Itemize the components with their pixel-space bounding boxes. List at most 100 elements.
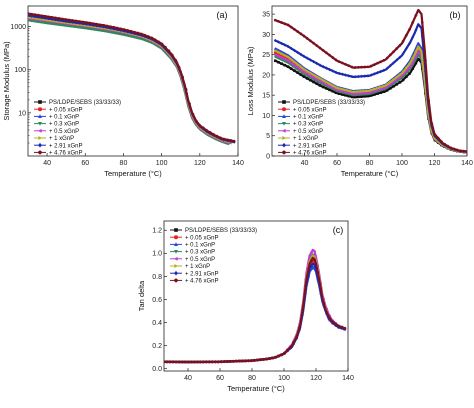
series-point — [153, 38, 157, 42]
series-point — [100, 29, 103, 33]
series-point — [292, 341, 296, 344]
series-point — [264, 357, 268, 361]
series-point — [363, 89, 367, 93]
series-point — [119, 27, 123, 31]
series-point — [325, 87, 328, 90]
chart-panel-b: 40 60 80 100 120 140 0 5 10 15 20 25 30 35 Temperature… — [246, 5, 473, 178]
series-point — [194, 119, 198, 123]
series-point — [324, 66, 328, 70]
series-point — [417, 9, 421, 13]
series-point — [363, 91, 366, 95]
series-point — [417, 50, 421, 54]
series-point — [299, 73, 303, 76]
series-point — [401, 40, 405, 43]
series-point — [353, 66, 357, 69]
series-point — [353, 92, 357, 96]
series-point — [105, 24, 109, 28]
series-point — [222, 360, 226, 363]
series-point — [240, 359, 244, 363]
series-point — [46, 22, 50, 25]
series-point — [174, 58, 178, 62]
legend-marker — [37, 150, 43, 155]
series-point — [363, 95, 367, 98]
series-point — [350, 74, 354, 79]
series-point — [350, 92, 354, 96]
series-point — [280, 41, 284, 46]
series-point — [286, 59, 290, 63]
legend-marker — [38, 136, 43, 140]
legend-entry-label: + 0.3 xGnP — [49, 122, 79, 128]
series-point — [102, 25, 106, 29]
series-point — [205, 129, 209, 132]
series-point — [315, 75, 319, 79]
y-tick-label: 0.2 — [152, 343, 162, 350]
series-point — [90, 27, 93, 31]
legend-entry-label: + 2.91 xGnP — [49, 143, 83, 149]
y-axis-label: Loss Modulus (MPa) — [246, 46, 255, 115]
series-point — [369, 90, 373, 94]
chart-panel-c: 40 60 80 100 120 140 0.0 0.2 0.4 0.6 0.8 1.0 1.2 Temp… — [137, 220, 354, 393]
series-point — [301, 308, 305, 312]
legend-marker — [38, 142, 42, 148]
series-point — [213, 360, 217, 364]
series-point — [404, 75, 408, 79]
series-point — [411, 21, 415, 24]
series-line-7 — [28, 12, 235, 143]
x-tick-label: 140 — [232, 160, 244, 167]
series-point — [302, 70, 306, 74]
plot-frame — [27, 5, 239, 157]
series-point — [385, 66, 389, 71]
series-point — [430, 122, 434, 126]
legend-marker — [38, 114, 42, 119]
series-point — [198, 360, 202, 364]
series-point — [88, 22, 92, 27]
plot-frame — [163, 220, 349, 372]
series-point — [290, 57, 293, 61]
series-point — [312, 76, 315, 79]
series-point — [405, 66, 408, 70]
series-point — [231, 359, 235, 363]
series-point — [433, 133, 437, 136]
series-point — [328, 67, 332, 72]
series-point — [414, 61, 418, 65]
series-point — [163, 45, 167, 49]
series-point — [63, 24, 67, 28]
series-point — [356, 92, 360, 96]
series-point — [347, 91, 350, 95]
series-point — [106, 30, 110, 34]
series-point — [353, 75, 357, 79]
legend-entry-label: + 0.05 xGnP — [49, 107, 83, 113]
series-point — [36, 20, 40, 24]
legend-entry-label: + 0.5 xGnP — [49, 129, 79, 135]
series-point — [328, 316, 332, 320]
series-point — [165, 360, 169, 364]
series-point — [84, 21, 88, 24]
series-point — [136, 31, 140, 35]
series-point — [54, 17, 57, 22]
series-point — [417, 54, 421, 58]
series-point — [289, 25, 293, 29]
series-point — [334, 85, 338, 89]
series-point — [273, 18, 277, 22]
series-point — [446, 144, 450, 148]
series-point — [201, 360, 205, 364]
series-point — [382, 68, 386, 73]
y-tick-label: 20 — [262, 72, 270, 79]
legend-marker — [37, 128, 42, 133]
series-point — [334, 91, 338, 94]
series-point — [331, 320, 335, 324]
series-point — [136, 36, 140, 40]
series-point — [350, 90, 354, 94]
series-point — [398, 44, 402, 47]
x-tick-label: 40 — [184, 375, 192, 382]
series-point — [39, 21, 43, 24]
series-point — [160, 42, 164, 46]
series-point — [395, 47, 399, 50]
series-point — [328, 88, 331, 92]
series-point — [455, 148, 459, 152]
series-point — [277, 60, 280, 64]
series-point — [218, 136, 222, 140]
series-point — [139, 32, 143, 36]
legend-entry-label: + 0.3 xGnP — [185, 250, 215, 256]
series-point — [177, 66, 181, 69]
